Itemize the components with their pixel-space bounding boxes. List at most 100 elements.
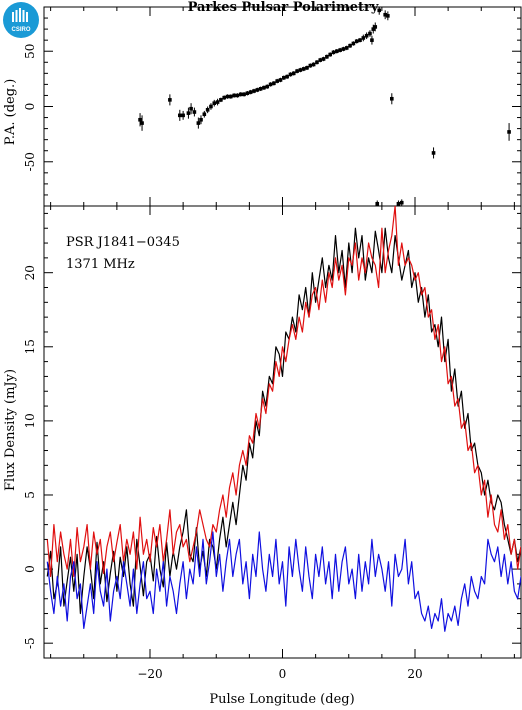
pa-data-point [431, 151, 436, 155]
total-intensity-line [46, 227, 521, 615]
pa-data-point [282, 75, 286, 80]
flux-y-tick-label: 10 [23, 413, 37, 428]
pa-data-point [258, 87, 263, 91]
pa-data-point [298, 68, 303, 72]
pa-data-point [272, 81, 276, 86]
flux-y-tick-label: -5 [23, 637, 37, 649]
pa-data-point [196, 121, 201, 125]
pa-data-point [371, 27, 376, 31]
pa-data-point [262, 85, 266, 90]
pa-data-point [285, 74, 289, 79]
pa-data-point [178, 113, 182, 118]
pulsar-name-annotation: PSR J1841−0345 [66, 235, 180, 250]
pa-data-point [255, 88, 260, 92]
flux-y-tick-label: 20 [23, 265, 37, 280]
csiro-logo-bar [26, 12, 28, 22]
pa-y-axis-label: P.A. (deg.) [3, 79, 18, 146]
pa-data-point [364, 33, 369, 38]
pa-data-point [331, 50, 336, 55]
pa-data-point [212, 101, 217, 105]
pa-data-point [225, 94, 230, 99]
pa-data-point [248, 90, 253, 94]
pa-data-point [341, 47, 346, 51]
pa-data-point [238, 92, 243, 97]
pa-data-point [338, 48, 342, 52]
pa-data-point [375, 201, 380, 206]
pa-data-point [315, 60, 319, 65]
pa-data-point [308, 63, 313, 68]
pa-data-point [202, 112, 207, 117]
pa-data-point [373, 25, 378, 29]
frequency-annotation: 1371 MHz [66, 257, 135, 272]
pa-data-point [507, 130, 511, 134]
pa-data-point [288, 72, 293, 77]
pa-data-point [205, 108, 210, 112]
pa-data-point [361, 36, 366, 40]
pa-data-point [232, 93, 236, 98]
pa-data-point [235, 93, 240, 98]
x-tick-label: −20 [137, 667, 162, 681]
pa-data-point [301, 67, 306, 71]
pa-data-point [268, 82, 273, 87]
pa-data-point [344, 46, 349, 50]
csiro-logo-text: CSIRO [11, 27, 30, 33]
pa-data-point [305, 66, 309, 70]
pa-data-point [181, 113, 185, 118]
pa-data-point [252, 89, 256, 93]
csiro-logo: CSIRO [3, 2, 39, 38]
pa-data-point [328, 52, 332, 57]
pa-y-tick-label: 50 [23, 44, 37, 59]
pa-data-point [351, 41, 356, 46]
pa-data-point [209, 104, 213, 109]
pa-data-point [311, 62, 316, 67]
flux-axis-ticks: -5 0 5 10 15 20 −20 0 20 [23, 206, 521, 681]
pa-data-point [140, 121, 144, 125]
pa-data-point [396, 201, 401, 206]
pa-data-point [219, 98, 223, 102]
pa-data-point [370, 38, 374, 42]
pa-axis-ticks: -50 0 50 [23, 7, 521, 206]
pa-data-point [325, 54, 329, 59]
pa-data-point [291, 71, 296, 76]
circular-polarization-line [46, 531, 521, 632]
pa-data-point [192, 110, 197, 114]
pa-data-point [278, 78, 283, 82]
linear-polarization-line [46, 206, 521, 578]
flux-y-axis-label: Flux Density (mJy) [3, 369, 18, 491]
pa-y-tick-label: -50 [23, 152, 37, 171]
pa-data-point [390, 96, 394, 101]
x-tick-label: 20 [407, 667, 422, 681]
flux-panel-frame [43, 205, 522, 659]
flux-y-tick-label: 15 [23, 339, 37, 354]
pa-data-point [348, 43, 352, 48]
csiro-logo-bar [19, 8, 21, 22]
pa-data-point [242, 92, 246, 97]
flux-series-lines [46, 206, 521, 632]
pa-data-point [383, 12, 387, 17]
pa-data-point [321, 57, 326, 61]
flux-y-tick-label: 5 [23, 491, 37, 499]
flux-y-tick-label: 0 [23, 565, 37, 573]
pa-data-point [368, 31, 372, 36]
pa-data-point [229, 94, 233, 99]
pa-data-point [318, 58, 323, 62]
pa-data-point [189, 106, 193, 111]
pa-data-point [358, 38, 362, 42]
pa-data-point [399, 200, 404, 205]
csiro-logo-bar [15, 10, 18, 22]
pa-data-point [168, 98, 172, 102]
pa-data-point [377, 8, 382, 13]
pa-data-points [138, 7, 511, 206]
pa-data-point [245, 91, 250, 96]
pa-data-point [275, 79, 279, 83]
pa-panel-frame [43, 6, 522, 207]
pa-data-point [295, 69, 299, 73]
pa-data-point [222, 95, 226, 100]
csiro-logo-bar [22, 10, 25, 22]
pa-data-point [335, 49, 339, 54]
pa-data-point [265, 84, 270, 89]
pa-data-point [215, 100, 220, 104]
pa-data-point [354, 39, 359, 44]
x-axis-label: Pulse Longitude (deg) [209, 692, 354, 707]
